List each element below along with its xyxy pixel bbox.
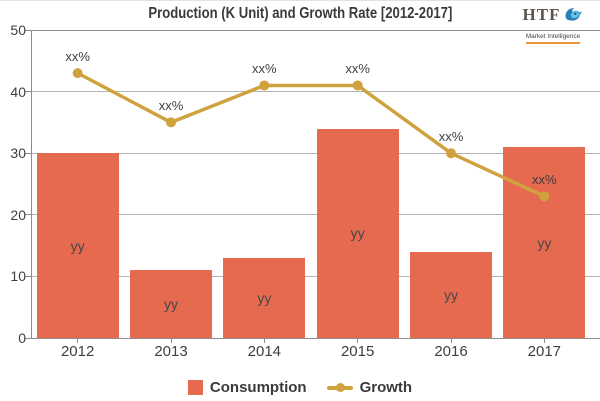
legend-item-growth: Growth <box>326 379 413 396</box>
y-axis-line <box>31 30 32 338</box>
y-tick-30 <box>25 152 31 154</box>
bar-2016 <box>410 251 492 338</box>
x-tick-2017 <box>543 338 545 343</box>
y-tick-0 <box>25 337 31 339</box>
y-tick-10 <box>25 275 31 277</box>
bar-label-2012: yy <box>70 237 85 254</box>
growth-point-2015 <box>352 80 363 91</box>
x-tick-2016 <box>450 338 452 343</box>
point-label-2017: xx% <box>532 172 557 188</box>
x-tick-2012 <box>77 338 79 343</box>
y-tick-label-30: 30 <box>10 145 26 162</box>
point-label-2016: xx% <box>438 129 464 145</box>
chart-title-text: Production (K Unit) and Growth Rate [201… <box>148 5 452 22</box>
htf-logo-row: HTF <box>514 4 592 25</box>
point-label-2015: xx% <box>345 61 370 77</box>
consumption-swatch-icon <box>187 380 203 395</box>
y-tick-label-20: 20 <box>10 206 26 223</box>
y-tick-20 <box>25 214 31 216</box>
legend-label-growth: Growth <box>359 379 413 396</box>
y-tick-50 <box>25 29 31 31</box>
y-tick-40 <box>25 91 31 93</box>
x-tick-label-2016: 2016 <box>434 343 468 360</box>
bar-label-2015: yy <box>350 225 365 242</box>
gridline-40 <box>31 91 600 93</box>
growth-point-2012 <box>72 68 83 79</box>
x-tick-2015 <box>357 338 359 343</box>
x-tick-2014 <box>263 338 265 343</box>
legend-label-consumption: Consumption <box>209 379 307 396</box>
chart-title: Production (K Unit) and Growth Rate [201… <box>0 5 600 23</box>
htf-logo: HTF Market Intelligence <box>514 4 592 44</box>
legend-item-consumption: Consumption <box>187 379 307 396</box>
point-label-2012: xx% <box>65 49 90 65</box>
bar-2014 <box>223 257 306 338</box>
legend: Consumption Growth <box>0 379 600 396</box>
gridline-50 <box>31 29 600 31</box>
point-label-2013: xx% <box>158 98 184 114</box>
bar-label-2013: yy <box>164 296 178 313</box>
x-tick-label-2013: 2013 <box>154 343 188 360</box>
growth-line-icon <box>326 383 353 393</box>
x-tick-2013 <box>170 338 172 343</box>
y-tick-label-50: 50 <box>10 22 26 38</box>
point-label-2014: xx% <box>252 61 277 77</box>
htf-logo-text: HTF <box>522 4 561 24</box>
x-tick-label-2014: 2014 <box>247 343 282 360</box>
bar-2013 <box>130 270 212 338</box>
htf-logo-tagline: Market Intelligence <box>525 33 581 44</box>
growth-line-dot <box>335 383 345 392</box>
bar-label-2017: yy <box>537 234 552 251</box>
gridline-20 <box>31 214 600 216</box>
x-tick-label-2015: 2015 <box>340 343 375 360</box>
bar-label-2014: yy <box>257 289 272 306</box>
y-tick-label-40: 40 <box>10 83 26 100</box>
x-axis-line <box>31 338 600 339</box>
x-tick-label-2012: 2012 <box>60 343 95 360</box>
bar-label-2016: yy <box>444 286 458 303</box>
y-tick-label-0: 0 <box>18 330 26 346</box>
htf-bird-icon <box>562 4 583 25</box>
growth-point-2014 <box>259 80 270 91</box>
gridline-10 <box>31 275 600 277</box>
growth-point-2013 <box>166 117 176 128</box>
x-tick-label-2017: 2017 <box>527 343 562 360</box>
y-tick-label-10: 10 <box>10 268 26 285</box>
